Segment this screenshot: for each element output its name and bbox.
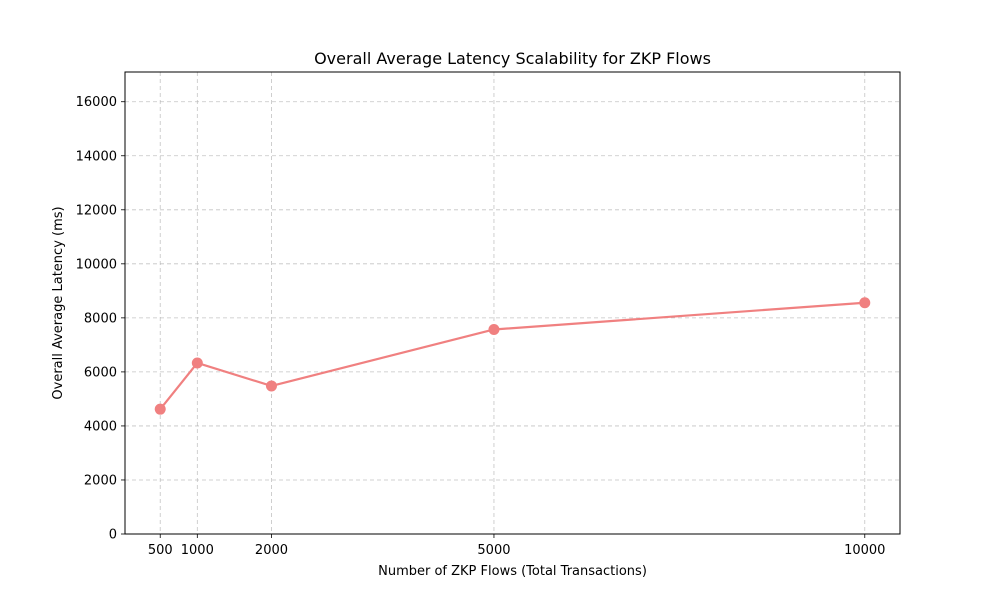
- x-tick-label: 500: [148, 543, 173, 558]
- y-tick-label: 12000: [76, 203, 117, 218]
- y-tick-label: 0: [109, 528, 117, 543]
- series-layer: [154, 297, 871, 415]
- data-point: [265, 380, 277, 392]
- grid: [125, 72, 900, 535]
- y-tick-label: 14000: [76, 149, 117, 164]
- axis-ticks: 500 1000 2000 5000 10000 0 2000 4000 6000 8000 100…: [76, 95, 886, 558]
- y-tick-label: 6000: [84, 365, 117, 380]
- chart-title: Overall Average Latency Scalability for …: [314, 49, 711, 68]
- y-tick-label: 10000: [76, 257, 117, 272]
- data-point: [191, 357, 203, 369]
- y-tick-label: 8000: [84, 311, 117, 326]
- data-point: [488, 323, 500, 335]
- series-line: [159, 301, 865, 410]
- x-tick-label: 10000: [844, 543, 885, 558]
- data-point: [154, 403, 166, 415]
- y-tick-label: 2000: [84, 473, 117, 488]
- x-axis-title: Number of ZKP Flows (Total Transactions): [378, 564, 647, 579]
- y-axis-title: Overall Average Latency (ms): [51, 206, 66, 399]
- x-tick-label: 5000: [477, 543, 510, 558]
- x-tick-label: 2000: [255, 543, 288, 558]
- x-tick-label: 1000: [181, 543, 214, 558]
- plot-frame: [124, 71, 901, 535]
- data-point: [859, 297, 871, 309]
- y-tick-label: 4000: [84, 419, 117, 434]
- y-tick-label: 16000: [76, 95, 117, 110]
